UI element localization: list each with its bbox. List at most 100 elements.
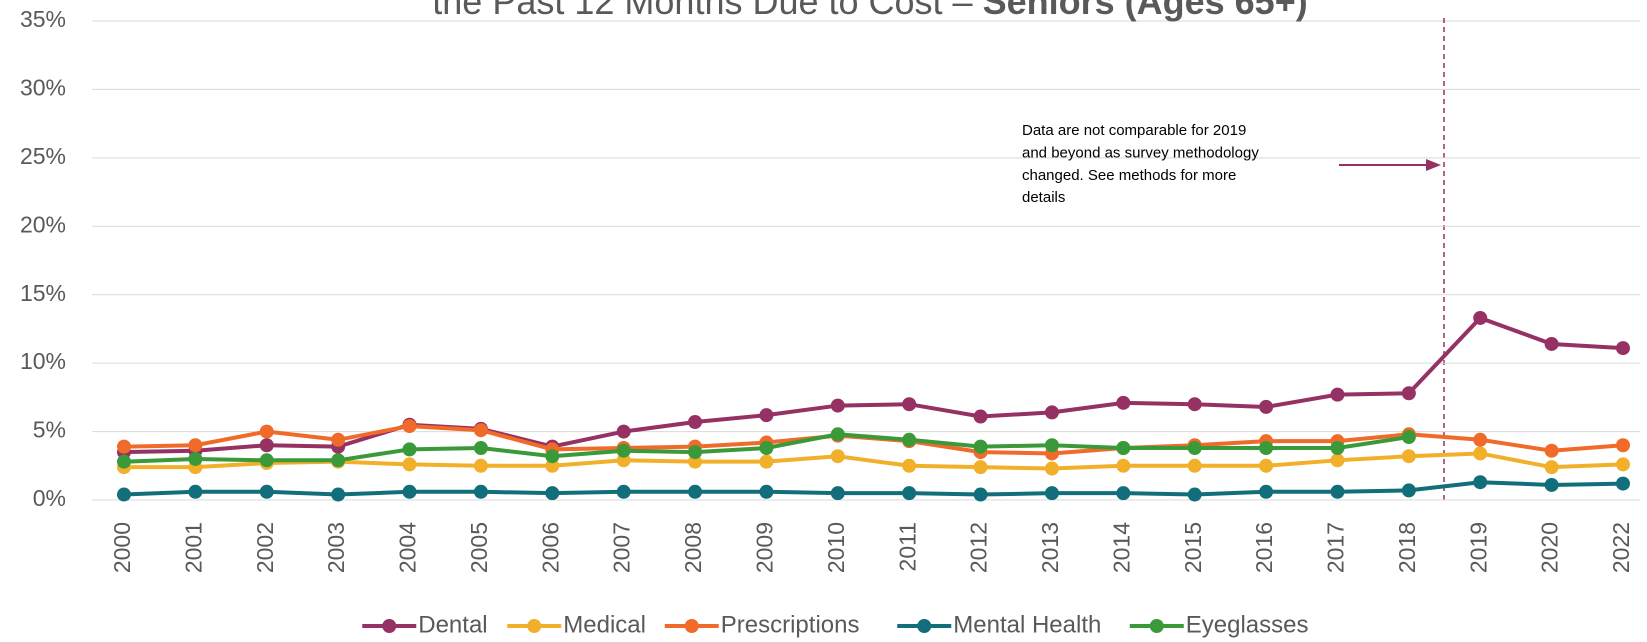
data-point [616,484,631,499]
data-point [1259,440,1274,455]
legend: Dental Medical Prescriptions Mental Health E… [362,611,1308,638]
x-tick-label: 2003 [323,522,349,573]
data-point [1616,341,1630,356]
data-point [973,439,988,454]
data-point [259,438,274,453]
data-point [1330,387,1345,402]
data-point [688,454,703,469]
legend-marker [1149,619,1164,633]
data-point [402,442,417,457]
data-point [117,439,131,454]
y-tick-label: 30% [20,75,66,101]
data-point [1401,386,1416,401]
data-point [1044,405,1059,420]
y-tick-label: 10% [20,348,66,374]
data-point [331,432,346,447]
data-point [688,445,703,460]
data-point [759,484,774,499]
y-tick-label: 25% [20,143,66,169]
y-tick-label: 20% [20,211,66,237]
data-point [973,487,988,502]
data-point [1044,486,1059,501]
x-tick-label: 2007 [609,522,635,573]
data-point [759,454,774,469]
legend-item: Eyeglasses [1129,611,1309,638]
x-tick-label: 2019 [1465,522,1491,573]
data-point [1544,336,1559,351]
data-point [1116,486,1131,501]
data-point [473,458,488,473]
data-point [1473,432,1488,447]
data-point [830,449,845,464]
legend-label: Dental [418,611,487,638]
legend-label: Prescriptions [721,611,860,638]
data-point [1187,458,1202,473]
data-point [1616,438,1630,453]
data-point [259,453,274,468]
data-point [1616,457,1630,472]
data-point [402,457,417,472]
data-point [616,453,631,468]
data-point [759,440,774,455]
data-point [1044,461,1059,476]
annotation: details [1022,189,1065,206]
data-point [188,484,203,499]
data-point [1259,399,1274,414]
data-point [830,398,845,413]
data-point [545,458,560,473]
data-point [117,454,131,469]
legend-item: Medical [507,611,646,638]
x-tick-label: 2016 [1251,522,1277,573]
legend-marker [382,619,397,633]
x-tick-label: 2000 [109,522,135,573]
data-point [1187,397,1202,412]
data-point [1330,453,1345,468]
chart-title: the Past 12 Months Due to Cost – Seniors… [432,0,1307,22]
data-point [259,424,274,439]
x-tick-label: 2004 [395,522,421,573]
data-point [1330,484,1345,499]
data-point [1259,484,1274,499]
data-point [259,484,274,499]
data-point [117,487,131,502]
legend-label: Eyeglasses [1186,611,1309,638]
x-tick-label: 2010 [823,522,849,573]
data-point [331,487,346,502]
data-point [616,424,631,439]
annotation: and beyond as survey methodology [1022,144,1259,161]
x-tick-label: 2013 [1037,522,1063,573]
data-point [973,460,988,475]
arrow-head [1426,159,1441,171]
data-point [688,414,703,429]
x-tick-label: 2018 [1394,522,1420,573]
data-point [331,453,346,468]
series-line [124,451,1624,471]
x-tick-label: 2005 [466,522,492,573]
data-point [830,486,845,501]
data-point [1401,483,1416,498]
data-point [1187,487,1202,502]
data-point [1473,475,1488,490]
legend-item: Dental [362,611,488,638]
y-tick-label: 15% [20,280,66,306]
legend-label: Mental Health [953,611,1101,638]
x-tick-label: 2015 [1180,522,1206,573]
x-tick-label: 2022 [1608,522,1634,573]
y-tick-label: 0% [33,485,66,511]
data-point [1544,477,1559,492]
data-point [188,451,203,466]
data-point [830,427,845,442]
x-tick-label: 2009 [752,522,778,573]
data-point [616,443,631,458]
data-point [1473,446,1488,461]
annotation: changed. See methods for more [1022,167,1236,184]
data-point [1044,438,1059,453]
data-point [1116,395,1131,410]
x-tick-label: 2002 [252,522,278,573]
data-point [902,486,917,501]
data-point [1330,440,1345,455]
x-tick-label: 2012 [966,522,992,573]
data-point [1116,440,1131,455]
x-tick-label: 2017 [1323,522,1349,573]
series-line [123,480,1624,497]
